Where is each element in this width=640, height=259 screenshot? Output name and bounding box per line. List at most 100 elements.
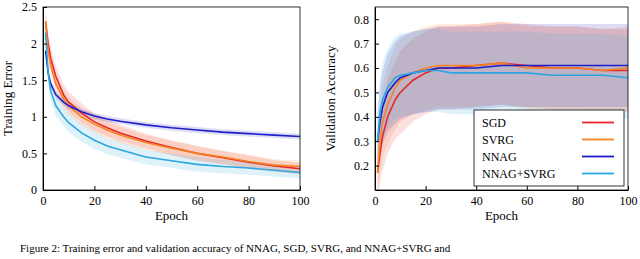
- x-tick-label: 40: [471, 194, 483, 208]
- legend-swatch: [582, 122, 614, 124]
- series-line: [46, 51, 300, 137]
- y-tick-mark: [375, 117, 379, 118]
- x-axis-title: Epoch: [155, 208, 189, 223]
- y-tick-label: 0.6: [354, 61, 369, 75]
- y-tick: 2: [31, 37, 47, 51]
- y-tick-mark: [375, 141, 379, 142]
- y-tick-mark: [43, 153, 47, 154]
- x-tick-label: 100: [620, 194, 638, 208]
- y-tick-mark: [375, 166, 379, 167]
- x-tick-mark: [197, 186, 198, 190]
- x-tick: 20: [89, 186, 101, 208]
- y-tick: 0.2: [354, 159, 379, 173]
- y-tick-label: 0.5: [22, 147, 37, 161]
- x-tick-label: 80: [572, 194, 584, 208]
- x-tick-label: 20: [89, 194, 101, 208]
- legend-swatch: [582, 173, 614, 175]
- std-band: [378, 22, 628, 190]
- y-tick-label: 0.8: [354, 13, 369, 27]
- x-tick: 20: [420, 186, 432, 208]
- plot-frame: [375, 7, 628, 190]
- x-tick: 40: [471, 186, 483, 208]
- y-tick: 0.7: [354, 37, 379, 51]
- x-axis-line: [376, 190, 629, 191]
- y-tick-mark: [375, 92, 379, 93]
- x-tick-mark: [426, 186, 427, 190]
- y-tick-mark: [375, 19, 379, 20]
- x-tick-mark: [146, 186, 147, 190]
- series-line: [46, 22, 300, 167]
- x-tick-mark: [94, 186, 95, 190]
- y-tick-mark: [43, 117, 47, 118]
- y-tick-label: 0.7: [354, 37, 369, 51]
- y-tick-mark: [43, 190, 47, 191]
- x-tick: 60: [521, 186, 533, 208]
- y-tick-label: 1: [31, 110, 37, 124]
- std-band: [378, 22, 628, 190]
- legend: SGD SVRG NNAG NNAG+SVRG: [474, 110, 624, 186]
- legend-box: [474, 110, 624, 186]
- y-tick-label: 2.5: [22, 0, 37, 14]
- y-axis: 0 0.5 1 1.5 2 2.5: [22, 0, 47, 197]
- y-axis-line: [375, 8, 376, 191]
- x-tick-label: 60: [521, 194, 533, 208]
- y-tick-label: 0.4: [354, 110, 369, 124]
- plot-frame: [43, 7, 300, 190]
- legend-label: NNAG+SVRG: [482, 167, 556, 181]
- caption: Figure 2: Training error and validation …: [20, 242, 451, 254]
- y-tick: 0.4: [354, 110, 379, 124]
- x-tick-mark: [249, 186, 250, 190]
- std-band: [46, 11, 300, 173]
- y-tick-mark: [375, 68, 379, 69]
- y-tick: 0.3: [354, 135, 379, 149]
- x-tick-label: 80: [243, 194, 255, 208]
- x-axis-line: [44, 190, 301, 191]
- std-band: [46, 22, 300, 179]
- legend-swatch: [582, 156, 614, 158]
- x-tick: 80: [243, 186, 255, 208]
- y-tick: 1: [31, 110, 47, 124]
- y-axis-title: Validation Accuracy: [323, 45, 338, 151]
- std-band: [46, 11, 300, 175]
- y-tick: 1.5: [22, 74, 47, 88]
- y-tick-label: 0.2: [354, 159, 369, 173]
- x-tick-mark: [476, 186, 477, 190]
- x-tick-label: 0: [41, 194, 47, 208]
- x-tick: 40: [140, 186, 152, 208]
- y-tick-label: 1.5: [22, 74, 37, 88]
- y-tick-label: 2: [31, 37, 37, 51]
- y-tick-label: 0: [31, 183, 37, 197]
- panel: 0 20 40 60 80 100 0.2 0.3 0.4 0.5 0.6 0.7 0.8 Epoch Va…: [323, 7, 638, 223]
- x-tick-label: 0: [373, 194, 379, 208]
- x-tick: 100: [292, 186, 310, 208]
- y-tick: 0.5: [22, 147, 47, 161]
- x-tick-mark: [628, 186, 629, 190]
- x-axis-title: Epoch: [485, 208, 519, 223]
- x-tick-label: 100: [292, 194, 310, 208]
- legend-label: SGD: [482, 116, 506, 130]
- x-tick-mark: [300, 186, 301, 190]
- series-line: [46, 22, 300, 169]
- x-tick-mark: [577, 186, 578, 190]
- y-axis-line: [43, 8, 44, 191]
- y-axis: 0.2 0.3 0.4 0.5 0.6 0.7 0.8: [354, 8, 379, 191]
- panel: 02040608010000.511.522.5EpochTraining Er…: [0, 0, 310, 223]
- y-tick-label: 0.3: [354, 135, 369, 149]
- x-tick-label: 60: [192, 194, 204, 208]
- y-tick: 0.8: [354, 13, 379, 27]
- y-tick: 2.5: [22, 0, 47, 14]
- x-tick-label: 20: [420, 194, 432, 208]
- x-tick-mark: [527, 186, 528, 190]
- x-tick: 100: [620, 186, 638, 208]
- y-tick-mark: [43, 80, 47, 81]
- plot-area: [378, 22, 628, 190]
- y-tick: 0.5: [354, 86, 379, 100]
- x-tick: 60: [192, 186, 204, 208]
- x-axis: 0 20 40 60 80 100: [41, 186, 310, 208]
- legend-label: SVRG: [482, 133, 514, 147]
- y-tick-mark: [43, 44, 47, 45]
- legend-swatch: [582, 139, 614, 141]
- legend-label: NNAG: [482, 150, 517, 164]
- x-tick-label: 40: [140, 194, 152, 208]
- x-axis: 0 20 40 60 80 100: [373, 186, 638, 208]
